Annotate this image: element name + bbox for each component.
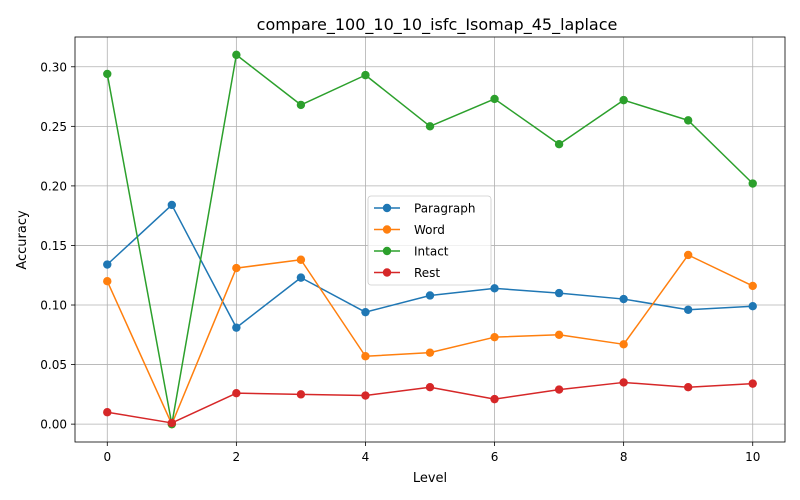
series-paragraph: [103, 200, 757, 332]
x-tick-label: 0: [103, 450, 111, 464]
x-tick-label: 4: [362, 450, 370, 464]
data-point: [232, 388, 241, 398]
x-axis: 0 2 4 6 8 10: [103, 442, 760, 464]
data-point: [296, 100, 306, 110]
legend-box: [367, 195, 492, 286]
y-tick-label: 0.30: [40, 60, 67, 74]
data-point: [103, 276, 112, 286]
data-point: [425, 291, 435, 300]
y-tick-label: 0.10: [40, 299, 67, 313]
data-point: [554, 288, 564, 298]
legend-label: Rest: [414, 266, 440, 280]
data-point: [361, 307, 370, 317]
x-tick-label: 6: [491, 450, 499, 464]
data-point: [554, 140, 564, 149]
x-tick-label: 8: [620, 450, 628, 464]
data-point: [296, 390, 306, 399]
x-tick-label: 10: [745, 450, 760, 464]
data-point: [490, 394, 499, 404]
series-intact: [103, 50, 757, 429]
data-point: [296, 255, 306, 264]
data-point: [103, 260, 112, 269]
legend-marker: [382, 203, 392, 213]
data-point: [748, 379, 757, 388]
data-point: [490, 94, 499, 104]
legend-label: Word: [414, 223, 445, 237]
y-axis: 0.00 0.05 0.10 0.15 0.20 0.25 0.30: [40, 60, 75, 432]
data-point: [361, 70, 370, 80]
data-point: [103, 408, 112, 417]
data-point: [232, 323, 241, 332]
y-axis-label: Accuracy: [15, 210, 30, 270]
y-tick-label: 0.05: [40, 358, 67, 372]
data-point: [619, 294, 628, 304]
data-point: [748, 281, 757, 291]
legend-marker: [382, 268, 392, 277]
data-point: [167, 418, 177, 428]
data-point: [232, 50, 241, 60]
data-point: [748, 302, 757, 311]
legend: Paragraph Word Intact Rest: [367, 195, 492, 286]
data-point: [490, 332, 499, 342]
data-point: [296, 273, 306, 282]
data-point: [683, 250, 693, 260]
data-point: [103, 69, 112, 79]
data-point: [361, 352, 370, 361]
data-point: [683, 116, 693, 125]
y-tick-label: 0.25: [40, 120, 67, 134]
data-point: [554, 385, 564, 394]
data-point: [619, 378, 628, 387]
data-point: [490, 284, 499, 293]
data-point: [619, 95, 628, 105]
data-point: [683, 305, 693, 314]
x-tick-label: 2: [233, 450, 241, 464]
y-tick-label: 0.00: [40, 418, 67, 432]
data-point: [425, 122, 435, 131]
legend-label: Paragraph: [414, 202, 475, 216]
series-layer: [103, 50, 757, 429]
legend-label: Intact: [414, 245, 449, 259]
chart-title: compare_100_10_10_isfc_Isomap_45_laplace: [257, 15, 618, 35]
data-point: [683, 383, 693, 392]
legend-marker: [382, 225, 392, 234]
data-point: [232, 263, 241, 273]
data-point: [425, 383, 435, 392]
x-axis-label: Level: [413, 471, 447, 486]
data-point: [554, 330, 564, 339]
data-point: [425, 348, 435, 357]
data-point: [361, 391, 370, 400]
data-point: [748, 179, 757, 188]
series-rest: [103, 378, 757, 428]
y-tick-label: 0.15: [40, 239, 67, 253]
legend-marker: [382, 246, 392, 256]
data-point: [167, 200, 177, 210]
data-point: [619, 340, 628, 349]
plot-frame: [74, 36, 786, 443]
y-tick-label: 0.20: [40, 179, 67, 193]
